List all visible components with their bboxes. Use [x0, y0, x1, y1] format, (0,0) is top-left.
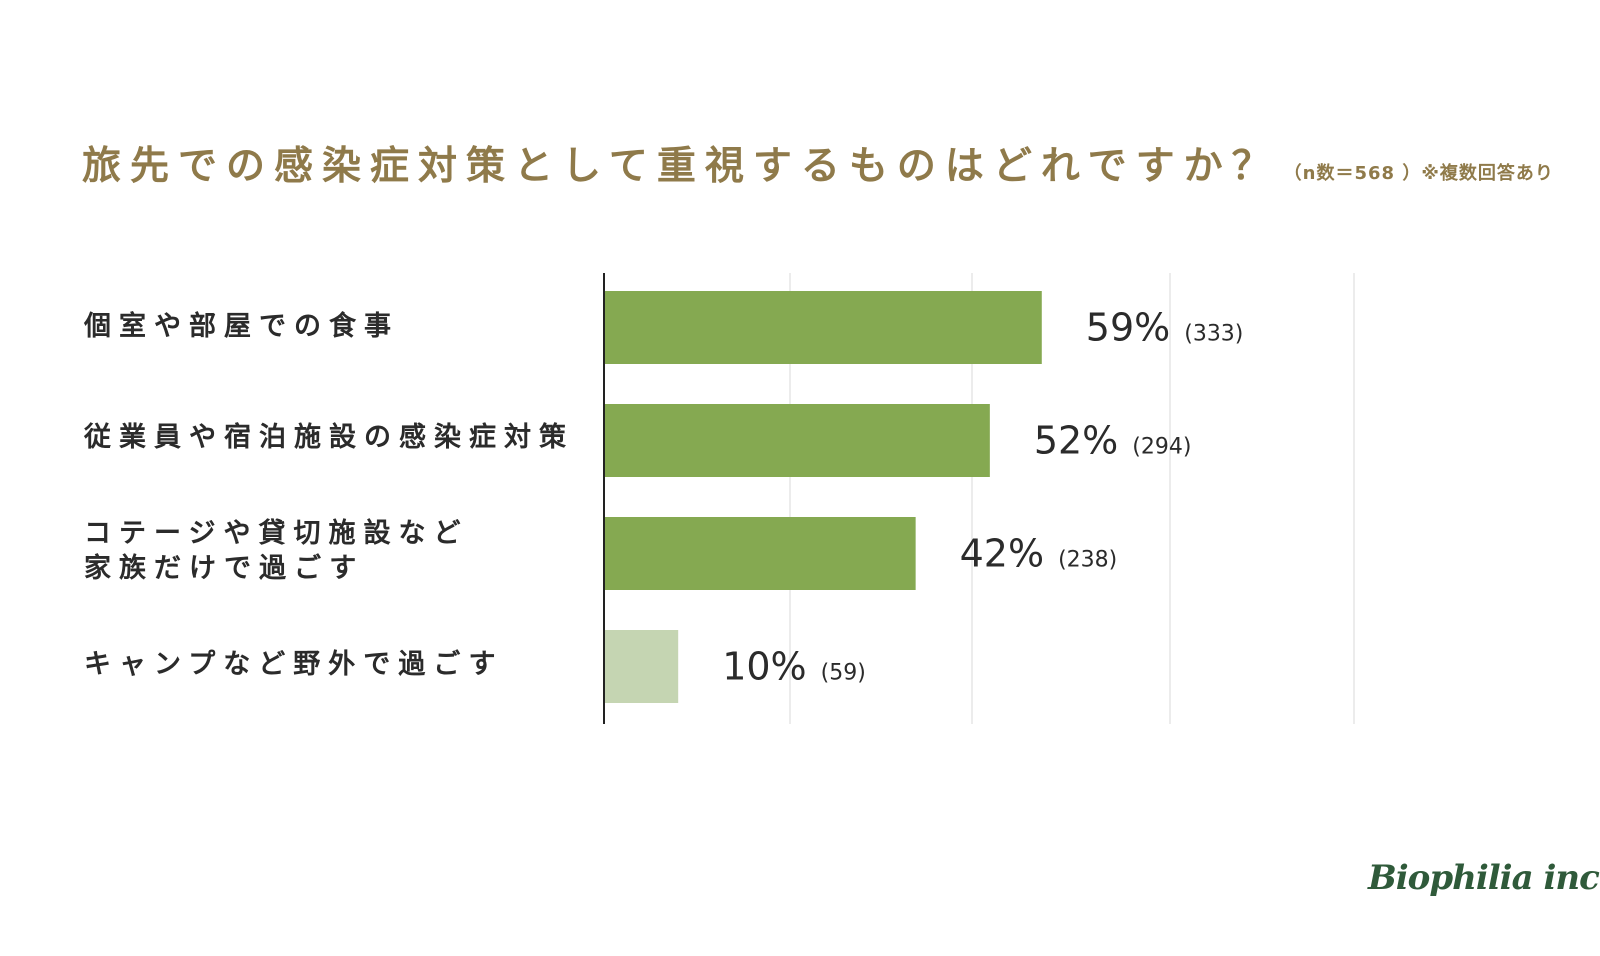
bar-4: [604, 630, 679, 703]
chart-subtitle: （n数＝568 ）※複数回答あり: [1283, 163, 1554, 184]
chart-title: 旅先での感染症対策として重視するものはどれですか？: [82, 144, 1280, 189]
bar-label-2: 52% (294): [1034, 419, 1192, 463]
category-label-3: コテージや貸切施設など 家族だけで過ごす: [84, 518, 469, 584]
bar-2: [604, 404, 990, 477]
category-label-1: 個室や部屋での食事: [84, 311, 399, 342]
bar-label-1: 59% (333): [1086, 306, 1244, 350]
count-label-2: (294): [1132, 435, 1191, 460]
bar-1: [604, 291, 1042, 364]
value-label-2: 52%: [1034, 419, 1118, 463]
count-label-3: (238): [1058, 548, 1117, 573]
value-label-3: 42%: [960, 532, 1044, 576]
bar-label-4: 10% (59): [722, 645, 866, 689]
bar-label-3: 42% (238): [960, 532, 1118, 576]
count-label-4: (59): [821, 661, 866, 686]
bar-3: [604, 517, 916, 590]
category-label-4: キャンプなど野外で過ごす: [84, 649, 504, 680]
company-logo: Biophilia inc.: [1368, 858, 1600, 898]
category-label-2: 従業員や宿泊施設の感染症対策: [84, 422, 574, 453]
value-label-1: 59%: [1086, 306, 1170, 350]
value-label-4: 10%: [722, 645, 806, 689]
count-label-1: (333): [1184, 322, 1243, 347]
title-row: 旅先での感染症対策として重視するものはどれですか？ （n数＝568 ）※複数回答…: [82, 135, 1592, 191]
